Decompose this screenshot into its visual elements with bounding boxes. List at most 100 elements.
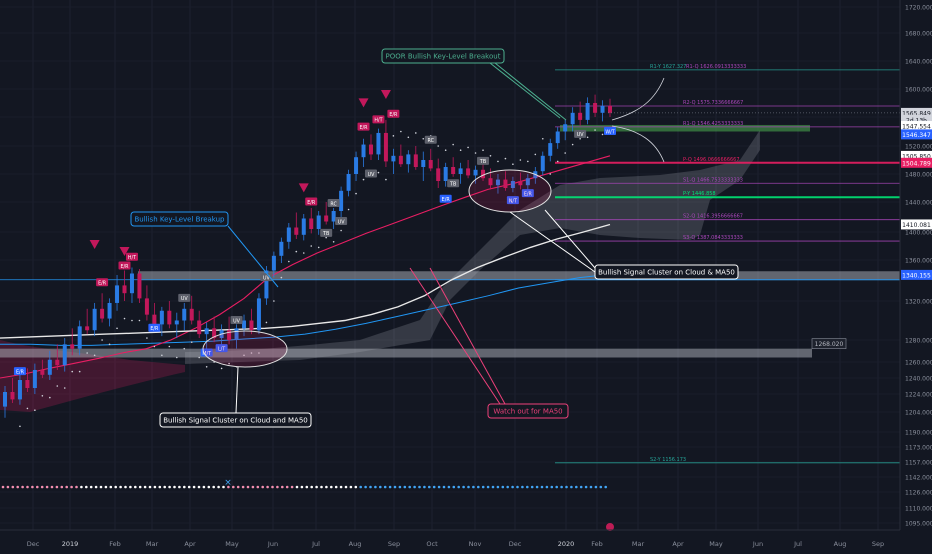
signal-badge	[372, 115, 385, 124]
indicator-dot	[570, 485, 573, 489]
callout-poor-breakout-text: POOR Bullish Key-Level Breakout	[386, 53, 501, 61]
level-label-2: R1-Q 1626.0913333333	[686, 64, 746, 70]
y-tick-label: 1440.000	[905, 200, 932, 207]
x-tick-label: Sep	[872, 540, 884, 548]
indicator-dot	[330, 485, 333, 489]
callout-cluster-2020-text: Bullish Signal Cluster on Cloud & MA50	[598, 269, 735, 277]
signal-label: TB	[322, 231, 329, 237]
sar-dot	[288, 260, 290, 263]
callout-watch-ma50-pointer	[409, 267, 501, 405]
sar-dot	[482, 149, 484, 151]
indicator-dot	[119, 485, 122, 489]
candle-body	[503, 179, 508, 188]
indicator-dot	[579, 485, 583, 489]
indicator-dot	[344, 485, 348, 489]
indicator-dot	[256, 485, 260, 489]
signal-label: RC	[330, 201, 337, 207]
candle-body	[152, 314, 157, 325]
candle-body	[197, 320, 202, 335]
indicator-dot	[437, 485, 441, 489]
indicator-dot	[428, 485, 431, 489]
ma-white-line	[0, 223, 611, 339]
x-tick-label: Apr	[672, 540, 684, 548]
indicator-dot	[530, 485, 534, 489]
candle-body	[204, 328, 209, 335]
signal-badge	[230, 316, 243, 324]
sar-dot	[116, 327, 118, 330]
candle-body	[107, 302, 112, 319]
candle-body	[354, 157, 359, 174]
y-tick-label: 1320.000	[905, 299, 932, 306]
indicator-dot	[295, 485, 299, 489]
callout-cluster-2020-pointer	[509, 211, 596, 273]
sar-dot	[437, 145, 440, 147]
indicator-dot	[11, 485, 15, 489]
indicator-dot	[65, 485, 68, 489]
sar-dot	[302, 252, 305, 254]
indicator-dot	[408, 485, 412, 489]
sar-dot	[123, 317, 126, 320]
sar-dot	[175, 356, 178, 359]
candle-body	[585, 103, 590, 120]
sar-dot	[41, 395, 44, 397]
candle-body	[600, 105, 605, 113]
signal-badge	[521, 189, 534, 198]
signal-badge	[305, 197, 318, 206]
sar-dot	[63, 387, 66, 389]
candles	[3, 94, 612, 418]
signal-badge	[96, 278, 109, 287]
indicator-dot	[472, 485, 475, 489]
y-tick-label: 1260.000	[905, 360, 932, 367]
candle-body	[593, 103, 598, 113]
projection-arrow-down	[611, 125, 665, 163]
indicator-dot	[506, 485, 510, 489]
indicator-dot	[99, 485, 103, 489]
signal-badge	[260, 273, 273, 282]
candle-body	[570, 112, 575, 125]
candle-body	[62, 344, 67, 366]
y-tick-label: 1600.000	[905, 87, 932, 94]
sar-dot	[310, 245, 313, 247]
indicator-dot	[393, 485, 397, 489]
candle-body	[555, 131, 560, 144]
signal-label: E/R	[360, 125, 369, 131]
sar-dot	[56, 385, 59, 387]
signal-badge	[447, 179, 460, 188]
sar-dot	[138, 319, 141, 322]
indicator-dot	[236, 485, 240, 489]
signal-label: N/T	[509, 198, 517, 204]
candle-body	[368, 144, 373, 155]
y-tick-label: 1224.000	[905, 392, 932, 399]
indicator-dot	[565, 485, 568, 489]
sar-dot	[415, 132, 417, 134]
candle-body	[47, 359, 52, 375]
price-tag-bg	[901, 129, 932, 140]
signal-badge	[320, 228, 333, 237]
candle-body	[159, 310, 164, 325]
sar-dot	[153, 345, 156, 348]
candle-body	[346, 174, 351, 191]
indicator-dot	[36, 485, 39, 489]
candle-body	[294, 227, 299, 235]
sar-dot	[497, 160, 499, 163]
signal-label: UV	[233, 318, 241, 324]
indicator-dot	[310, 485, 314, 489]
signal-label: UV	[181, 296, 189, 302]
candle-body	[391, 155, 396, 162]
bull-cloud	[185, 130, 760, 364]
indicator-dot	[398, 485, 402, 489]
sar-dot	[168, 345, 171, 348]
indicator-dot	[60, 485, 64, 489]
zone-grey-zone-1268	[0, 348, 812, 358]
indicator-dot	[481, 485, 485, 489]
indicator-dot	[192, 485, 196, 489]
candle-body	[376, 132, 381, 155]
indicator-dot	[45, 485, 49, 489]
y-tick-label: 1204.000	[905, 410, 932, 417]
candle-body	[17, 380, 22, 400]
callout-key-level-breakup-pointer	[227, 225, 279, 288]
candle-body	[137, 273, 142, 299]
indicator-dot	[197, 485, 201, 489]
y-tick-label: 1400.000	[905, 230, 932, 237]
